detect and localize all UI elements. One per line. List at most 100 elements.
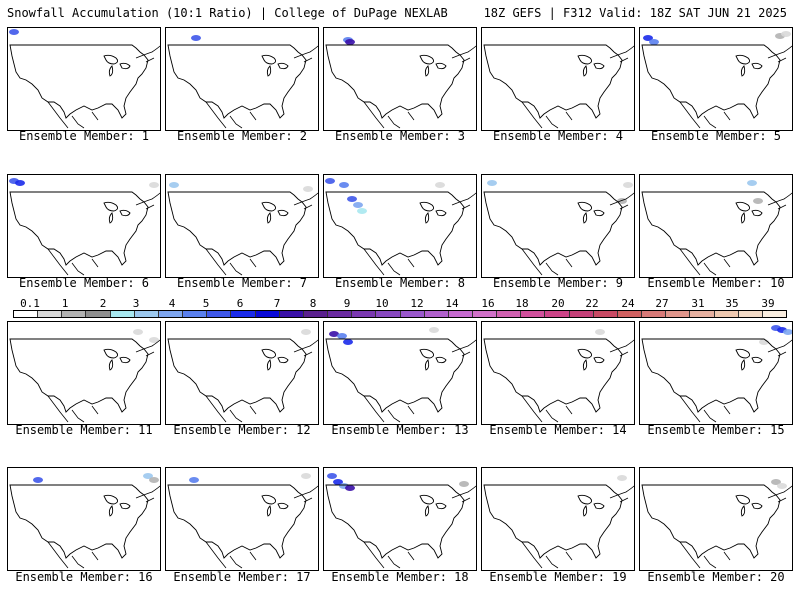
scale-tick-label: 39 xyxy=(761,297,775,310)
scale-tick-label: 7 xyxy=(273,297,281,310)
mexico-coast xyxy=(679,541,731,569)
ensemble-map-panel xyxy=(481,27,635,131)
color-scale-segment xyxy=(279,311,304,317)
color-scale-segment xyxy=(231,311,256,317)
ensemble-map-panel xyxy=(639,27,793,131)
snow-area xyxy=(169,182,179,188)
color-scale-segment xyxy=(400,311,425,317)
canada-coast xyxy=(135,45,160,63)
ensemble-member-label: Ensemble Member: 9 xyxy=(492,276,624,290)
color-scale-segment xyxy=(134,311,159,317)
scale-tick-label: 0.1 xyxy=(20,297,40,310)
mexico-coast xyxy=(205,101,257,129)
canada-coast xyxy=(767,485,792,503)
canada-coast xyxy=(135,485,160,503)
color-scale-segment xyxy=(521,311,546,317)
scale-tick-label: 16 xyxy=(481,297,495,310)
color-scale-segment xyxy=(497,311,522,317)
snow-area xyxy=(329,331,339,337)
scale-tick-label: 22 xyxy=(585,297,599,310)
mexico-coast xyxy=(521,395,573,423)
us-outline xyxy=(9,44,149,119)
canada-coast xyxy=(293,485,318,503)
snow-area xyxy=(345,485,355,491)
ensemble-map-panel xyxy=(323,321,477,425)
color-scale-segment xyxy=(762,311,786,317)
scale-tick-label: 4 xyxy=(168,297,176,310)
snow-area xyxy=(643,35,653,41)
great-lakes xyxy=(419,54,447,77)
color-scale-segment xyxy=(424,311,449,317)
great-lakes xyxy=(735,201,763,224)
ensemble-map-panel xyxy=(639,174,793,278)
ensemble-member-label: Ensemble Member: 12 xyxy=(173,423,311,437)
snow-area xyxy=(345,39,355,45)
mexico-coast xyxy=(521,541,573,569)
ensemble-map-panel xyxy=(7,467,161,571)
snow-area xyxy=(339,182,349,188)
scale-tick-label: 8 xyxy=(309,297,317,310)
us-outline xyxy=(483,484,623,559)
model-valid-time: 18Z GEFS | F312 Valid: 18Z SAT JUN 21 20… xyxy=(483,6,787,20)
scale-tick-label: 6 xyxy=(236,297,244,310)
us-outline xyxy=(641,484,781,559)
snow-area xyxy=(15,180,25,186)
canada-coast xyxy=(293,339,318,357)
us-outline xyxy=(167,484,307,559)
snow-area xyxy=(623,182,633,188)
us-outline xyxy=(325,191,465,266)
great-lakes xyxy=(261,494,289,517)
mexico-coast xyxy=(363,541,415,569)
snow-area xyxy=(337,333,347,339)
great-lakes xyxy=(261,201,289,224)
snow-area xyxy=(459,481,469,487)
great-lakes xyxy=(735,348,763,371)
ensemble-map-panel xyxy=(165,27,319,131)
snow-area xyxy=(435,182,445,188)
scale-tick-label: 24 xyxy=(621,297,635,310)
canada-coast xyxy=(451,485,476,503)
great-lakes xyxy=(735,54,763,77)
snow-area xyxy=(303,186,313,192)
great-lakes xyxy=(419,494,447,517)
snow-area xyxy=(357,208,367,214)
snow-area xyxy=(301,329,311,335)
great-lakes xyxy=(261,348,289,371)
canada-coast xyxy=(293,45,318,63)
mexico-coast xyxy=(363,101,415,129)
us-outline xyxy=(167,44,307,119)
canada-coast xyxy=(767,339,792,357)
mexico-coast xyxy=(205,395,257,423)
ensemble-member-label: Ensemble Member: 8 xyxy=(334,276,466,290)
mexico-coast xyxy=(205,541,257,569)
us-outline xyxy=(483,338,623,413)
snow-area xyxy=(649,39,659,45)
ensemble-map-panel xyxy=(7,174,161,278)
ensemble-member-label: Ensemble Member: 18 xyxy=(331,570,469,584)
us-outline xyxy=(9,338,149,413)
scale-tick-label: 20 xyxy=(551,297,565,310)
snow-area xyxy=(595,329,605,335)
color-scale-segment xyxy=(472,311,498,317)
snow-area xyxy=(747,180,757,186)
us-outline xyxy=(167,191,307,266)
color-scale-segment xyxy=(14,311,39,317)
color-scale-segment xyxy=(593,311,618,317)
snow-area xyxy=(149,477,159,483)
color-scale-segment xyxy=(666,311,691,317)
snow-area xyxy=(191,35,201,41)
mexico-coast xyxy=(679,248,731,276)
canada-coast xyxy=(609,339,634,357)
scale-tick-label: 18 xyxy=(515,297,529,310)
color-scale-bar xyxy=(13,310,787,318)
snow-area xyxy=(343,339,353,345)
snow-area xyxy=(189,477,199,483)
great-lakes xyxy=(103,201,131,224)
ensemble-member-label: Ensemble Member: 19 xyxy=(489,570,627,584)
ensemble-member-label: Ensemble Member: 4 xyxy=(492,129,624,143)
color-scale-segment xyxy=(110,311,135,317)
mexico-coast xyxy=(205,248,257,276)
scale-tick-label: 14 xyxy=(445,297,459,310)
snow-area xyxy=(149,182,159,188)
snow-area xyxy=(347,196,357,202)
